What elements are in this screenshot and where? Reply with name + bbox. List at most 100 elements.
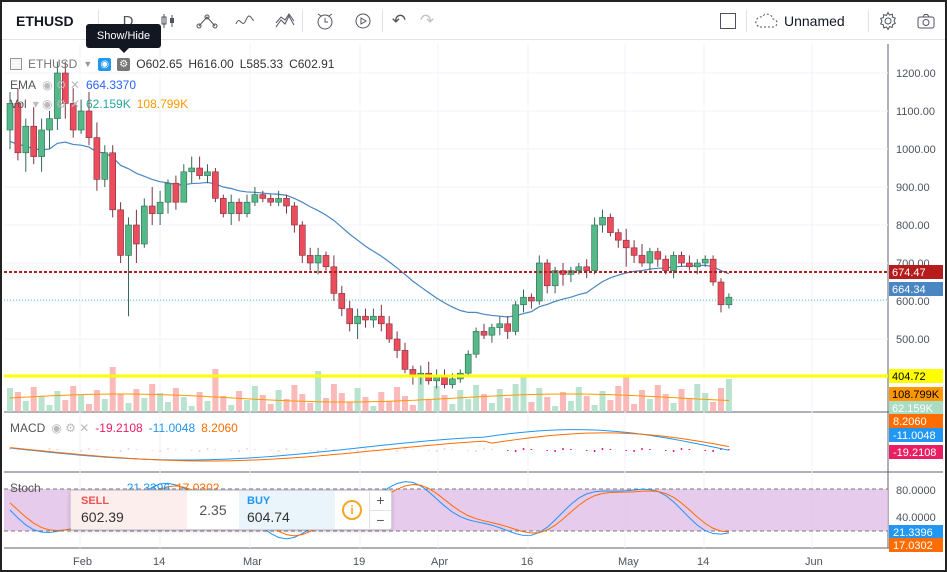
legend-eye-icon[interactable]: ◉ ⚙ ✕ xyxy=(42,78,80,92)
collapse-legend-icon[interactable] xyxy=(10,58,22,70)
candle[interactable] xyxy=(504,323,512,332)
candle[interactable] xyxy=(85,110,93,138)
symbol-search-button[interactable]: ETHUSD xyxy=(16,13,74,29)
settings-icon[interactable]: ⚙ xyxy=(117,57,131,71)
candle[interactable] xyxy=(235,201,243,214)
candle[interactable] xyxy=(93,137,101,180)
candle[interactable] xyxy=(591,224,598,271)
candle[interactable] xyxy=(693,262,701,268)
candle[interactable] xyxy=(607,217,614,233)
candle[interactable] xyxy=(330,266,338,294)
candle[interactable] xyxy=(196,167,203,176)
candle[interactable] xyxy=(377,315,385,325)
candle[interactable] xyxy=(401,350,409,370)
candle[interactable] xyxy=(599,217,606,226)
candle[interactable] xyxy=(77,110,85,131)
candle[interactable] xyxy=(180,171,188,203)
candle[interactable] xyxy=(670,255,677,271)
undo-icon[interactable]: ↶ xyxy=(391,11,407,30)
macd-label[interactable]: MACD xyxy=(10,421,46,435)
eye-icon[interactable]: ◉ xyxy=(98,57,112,71)
indicators-icon[interactable] xyxy=(230,8,260,34)
candle[interactable] xyxy=(528,296,535,302)
candle[interactable] xyxy=(101,152,109,180)
candle[interactable] xyxy=(551,270,559,287)
vol-label[interactable]: Vol xyxy=(10,97,27,111)
candle[interactable] xyxy=(188,167,195,173)
candle[interactable] xyxy=(614,232,622,241)
candle[interactable] xyxy=(38,129,45,157)
candle[interactable] xyxy=(654,251,662,260)
candle[interactable] xyxy=(61,72,69,104)
candle[interactable] xyxy=(14,103,22,154)
candle[interactable] xyxy=(346,308,354,325)
price-pane[interactable] xyxy=(4,44,888,412)
candle[interactable] xyxy=(725,296,733,306)
candle[interactable] xyxy=(575,266,583,271)
candle[interactable] xyxy=(354,315,361,325)
candle[interactable] xyxy=(338,293,346,309)
candle[interactable] xyxy=(54,72,61,119)
candle[interactable] xyxy=(172,182,180,203)
candle[interactable] xyxy=(472,331,480,355)
legend-symbol[interactable]: ETHUSD xyxy=(28,57,78,71)
candle[interactable] xyxy=(227,201,235,214)
candle[interactable] xyxy=(488,327,496,336)
candles-chart-type-icon[interactable] xyxy=(154,8,182,34)
snapshot-camera-icon[interactable] xyxy=(912,8,940,34)
candle[interactable] xyxy=(701,258,709,264)
legend-eye-icon[interactable]: ▾ ◉ ⚙ ✕ xyxy=(32,97,80,111)
candle[interactable] xyxy=(535,262,543,302)
replay-icon[interactable] xyxy=(348,8,378,34)
candle[interactable] xyxy=(109,152,116,211)
interval-button[interactable]: D xyxy=(122,12,134,30)
candle[interactable] xyxy=(393,338,401,351)
candle[interactable] xyxy=(433,376,440,382)
redo-icon[interactable]: ↷ xyxy=(419,11,435,30)
candle[interactable] xyxy=(662,258,670,271)
candle[interactable] xyxy=(370,315,377,321)
candle[interactable] xyxy=(686,262,693,268)
candle[interactable] xyxy=(322,255,330,268)
candle[interactable] xyxy=(164,182,172,203)
candle[interactable] xyxy=(480,331,488,336)
stoch-label[interactable]: Stoch xyxy=(10,481,41,495)
candle[interactable] xyxy=(583,266,591,271)
candle[interactable] xyxy=(212,171,219,199)
candle[interactable] xyxy=(204,171,211,176)
info-button[interactable]: i xyxy=(335,491,369,529)
candle[interactable] xyxy=(291,205,298,226)
candle[interactable] xyxy=(69,103,77,131)
candle[interactable] xyxy=(709,258,717,283)
candle[interactable] xyxy=(148,205,156,214)
candle[interactable] xyxy=(125,224,132,256)
candle[interactable] xyxy=(298,224,306,256)
settings-gear-icon[interactable] xyxy=(874,8,902,34)
candle[interactable] xyxy=(117,209,124,256)
candle[interactable] xyxy=(512,304,519,332)
candle[interactable] xyxy=(314,255,322,264)
ema-line[interactable] xyxy=(9,140,730,318)
ema-label[interactable]: EMA xyxy=(10,78,37,92)
candle[interactable] xyxy=(30,125,38,157)
candle[interactable] xyxy=(283,198,290,207)
candle[interactable] xyxy=(441,376,448,385)
candle[interactable] xyxy=(243,201,251,214)
candle[interactable] xyxy=(520,296,527,306)
candle[interactable] xyxy=(622,239,630,249)
minus-button[interactable]: − xyxy=(376,511,385,528)
cloud-save-icon[interactable] xyxy=(752,8,780,34)
sell-button[interactable]: SELL 602.39 xyxy=(71,491,187,529)
candle[interactable] xyxy=(141,205,148,245)
candle[interactable] xyxy=(464,353,472,374)
candle[interactable] xyxy=(22,125,30,154)
layout-name-button[interactable]: Unnamed xyxy=(784,13,845,29)
candle[interactable] xyxy=(251,194,259,203)
buy-button[interactable]: BUY 604.74 xyxy=(239,491,335,529)
candle[interactable] xyxy=(267,198,275,203)
candle[interactable] xyxy=(6,103,14,131)
candle[interactable] xyxy=(156,201,164,214)
compare-icon[interactable] xyxy=(192,8,222,34)
candle[interactable] xyxy=(717,281,725,306)
